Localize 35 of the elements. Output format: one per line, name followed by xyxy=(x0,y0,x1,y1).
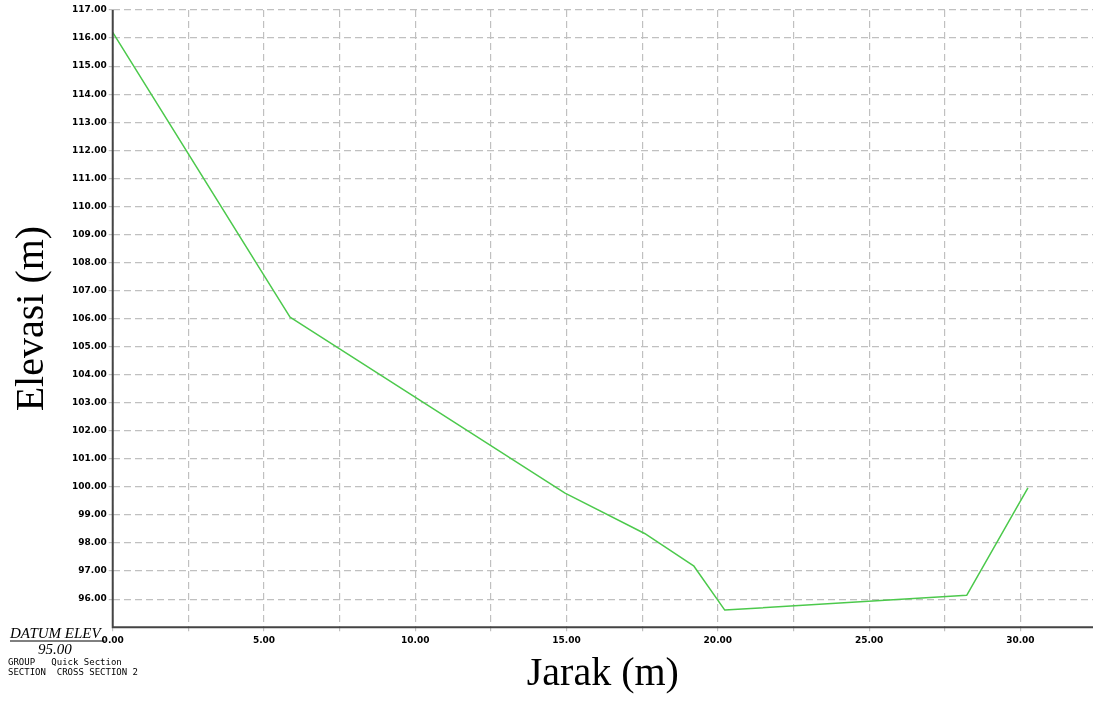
y-axis-title: Elevasi (m) xyxy=(6,225,52,412)
y-tick-label: 97.00 xyxy=(78,565,107,576)
y-tick-label: 116.00 xyxy=(72,32,107,43)
text: DATUM ELEV xyxy=(9,625,103,641)
y-tick-label: 114.00 xyxy=(72,88,107,99)
x-axis-title: Jarak (m) xyxy=(526,648,679,694)
y-tick-label: 117.00 xyxy=(72,4,107,15)
y-tick-label: 96.00 xyxy=(78,593,107,604)
y-tick-label: 100.00 xyxy=(72,481,107,492)
text: 95.00 xyxy=(38,641,73,657)
y-tick-label: 103.00 xyxy=(72,397,107,408)
y-tick-label: 104.00 xyxy=(72,369,107,380)
x-tick-label: 30.00 xyxy=(1006,634,1035,645)
x-tick-label: 15.00 xyxy=(552,634,581,645)
y-tick-label: 109.00 xyxy=(72,228,107,239)
text: GROUP Quick Section xyxy=(8,657,122,667)
y-tick-label: 99.00 xyxy=(78,509,107,520)
y-tick-label: 107.00 xyxy=(72,284,107,295)
y-tick-label: 106.00 xyxy=(72,312,107,323)
x-tick-label: 25.00 xyxy=(854,634,884,645)
y-tick-label: 111.00 xyxy=(72,172,107,183)
x-tick-label: 5.00 xyxy=(252,634,276,645)
y-tick-label: 108.00 xyxy=(72,256,107,267)
y-tick-label: 105.00 xyxy=(72,341,107,351)
y-tick-label: 112.00 xyxy=(72,144,107,155)
x-tick-label: 10.00 xyxy=(401,634,430,645)
y-tick-label: 115.00 xyxy=(72,60,107,71)
text: SECTION CROSS SECTION 2 xyxy=(8,667,139,677)
y-tick-label: 102.00 xyxy=(72,425,107,436)
y-tick-label: 98.00 xyxy=(78,537,107,548)
y-tick-label: 113.00 xyxy=(72,116,107,127)
y-tick-label: 101.00 xyxy=(72,453,107,464)
y-tick-label: 110.00 xyxy=(72,200,107,211)
x-tick-label: 0.00 xyxy=(101,634,124,645)
x-tick-label: 20.00 xyxy=(703,634,733,645)
